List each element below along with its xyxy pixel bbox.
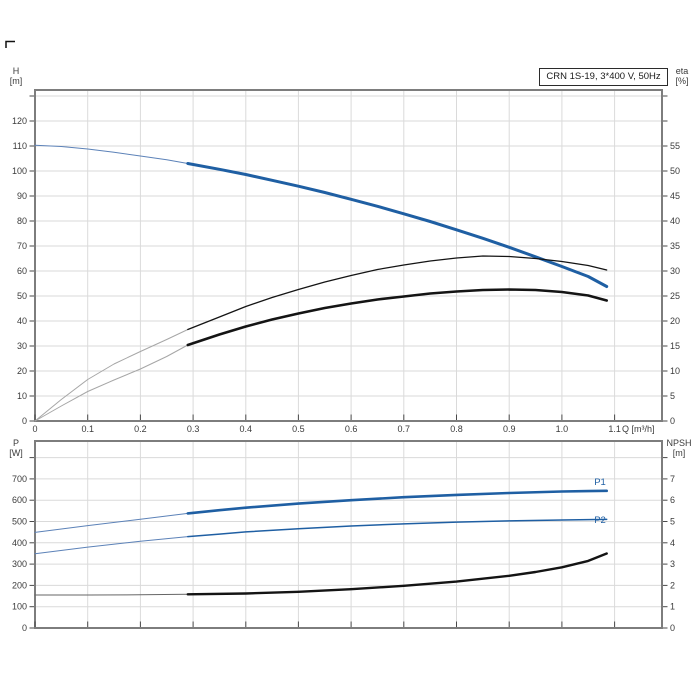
tick-label: 5 [670,391,675,401]
tick-label: 0.1 [81,424,94,434]
tick-label: 50 [17,291,27,301]
tick-label: 0 [22,623,27,633]
series-eta-pump [34,255,608,422]
tick-label: 300 [12,559,27,569]
series-H [34,144,609,288]
tick-label: 100 [12,166,27,176]
series-P2 [34,518,608,555]
curve-P2-thin [34,536,189,555]
tick-label: 0.8 [450,424,463,434]
tick-label: 0 [670,623,675,633]
p-axis-title: P [W] [9,438,23,458]
tick-label: 0.6 [345,424,358,434]
tick-label: 4 [670,538,675,548]
npsh-axis-title: NPSH [m] [666,438,692,458]
tick-label: 25 [670,291,680,301]
tick-label: 10 [670,366,680,376]
tick-label: 100 [12,602,27,612]
curve-NPSH-thin [34,593,189,596]
tick-label: 700 [12,474,27,484]
tick-label: 20 [17,366,27,376]
curve-H-thick [186,162,609,288]
tick-label: 15 [670,341,680,351]
tick-label: 1 [670,602,675,612]
tick-label: 60 [17,266,27,276]
tick-label: 5 [670,517,675,527]
plot-border [34,440,663,629]
tick-label: 55 [670,141,680,151]
series-NPSH [34,552,608,596]
tick-label: 6 [670,495,675,505]
tick-label: 0.9 [503,424,516,434]
curve-P1-thick [186,489,608,515]
gridlines [35,90,662,421]
tick-label: 500 [12,517,27,527]
tick-label: 110 [13,141,27,151]
curve-P1-thin [34,512,189,533]
axis-ticks: 0 10 20 30 40 50 60 70 80 90 100 110 120 0 5 10 15 20 25 30… [12,95,680,434]
tick-label: 120 [12,116,27,126]
tick-label: 90 [17,191,27,201]
gridlines [35,441,662,628]
plot-border [34,89,663,422]
curve-NPSH-thick [186,552,608,596]
tick-label: 0.4 [240,424,253,434]
tick-label: 40 [670,216,680,226]
p-npsh-chart: 0 100 200 300 400 500 600 700 0 1 2 3 4 5 6 7 [12,440,675,633]
series-P1 [34,489,608,533]
series-eta-pump-motor [34,288,608,422]
tick-label: 0.3 [187,424,200,434]
tick-label: 0.2 [134,424,147,434]
h-axis-title: H [m] [9,66,23,86]
tick-label: 40 [17,316,27,326]
axis-ticks: 0 100 200 300 400 500 600 700 0 1 2 3 4 5 6 7 [12,457,675,633]
tick-label: 1.1 [608,424,621,434]
h-q-chart: 0 10 20 30 40 50 60 70 80 90 100 110 120 0 5 10 15 20 25 30… [12,89,680,434]
tick-label: 400 [12,538,27,548]
tick-label: 70 [17,241,27,251]
curve-eta-pump-motor-thin [34,344,189,422]
curve-H-thin [34,144,189,164]
tick-label: 0.7 [398,424,411,434]
tick-label: 30 [670,266,680,276]
tick-label: 0.5 [292,424,305,434]
tick-label: 20 [670,316,680,326]
tick-label: 0 [32,424,37,434]
tick-label: 600 [12,495,27,505]
curve-eta-pump-thick [187,255,608,331]
curve-eta-pump-motor-thick [186,288,608,347]
tick-label: 30 [17,341,27,351]
eta-axis-title: eta [%] [675,66,689,86]
tick-label: 1.0 [556,424,569,434]
tick-label: 0 [22,416,27,426]
chart-title-box: CRN 1S-19, 3*400 V, 50Hz [539,68,668,86]
p1-curve-label: P1 [594,477,606,488]
tick-label: 50 [670,166,680,176]
curve-P2-thick [187,518,608,538]
q-axis-title: Q [m³/h] [622,424,655,434]
tick-label: 2 [670,580,675,590]
tick-label: 3 [670,559,675,569]
curve-eta-pump-thin [34,329,189,422]
tick-label: 80 [17,216,27,226]
p2-curve-label: P2 [594,515,606,526]
tick-label: 35 [670,241,680,251]
tick-label: 7 [670,474,675,484]
tick-label: 200 [12,580,27,590]
tick-label: 0 [670,416,675,426]
tick-label: 45 [670,191,680,201]
crop-mark-icon [5,40,15,48]
tick-label: 10 [17,391,27,401]
